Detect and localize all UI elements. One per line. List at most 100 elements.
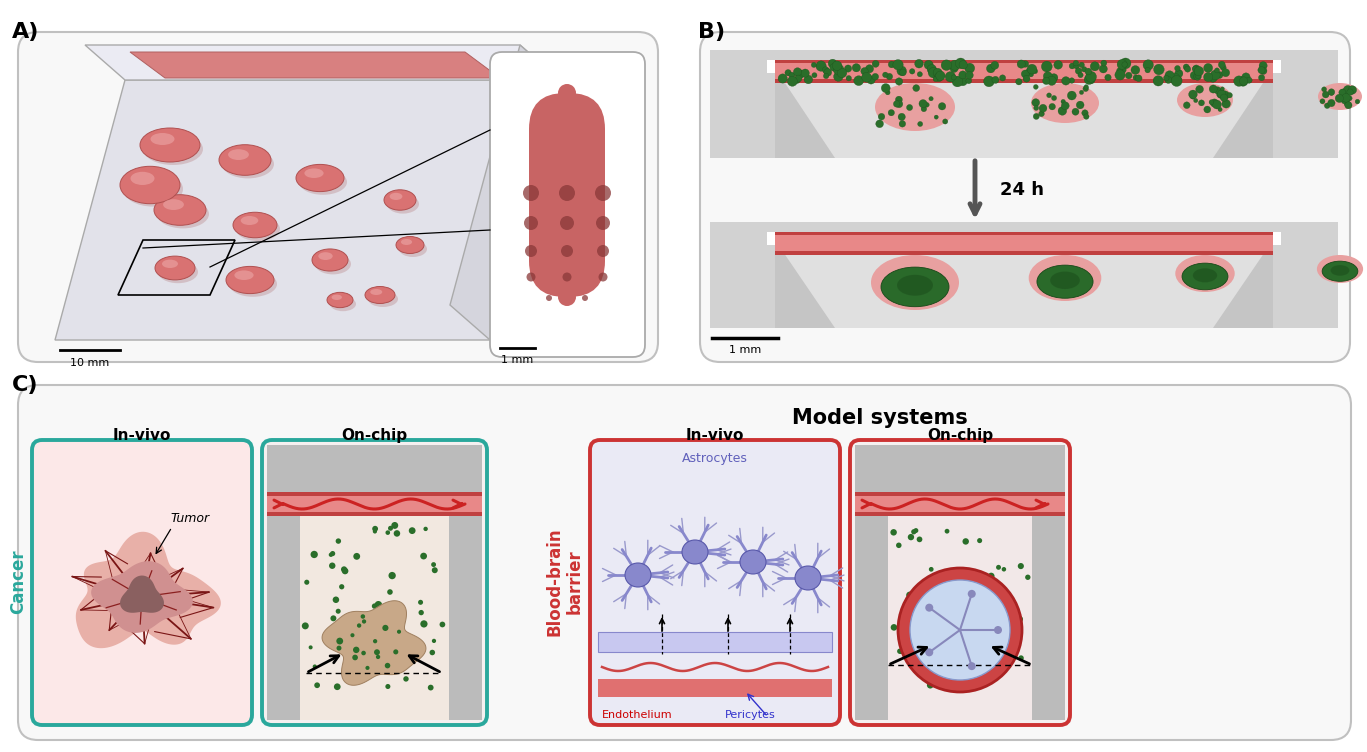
- Polygon shape: [767, 232, 775, 245]
- Circle shape: [559, 185, 576, 201]
- Ellipse shape: [312, 249, 349, 271]
- Circle shape: [823, 67, 828, 73]
- Circle shape: [1196, 86, 1203, 93]
- Circle shape: [418, 610, 424, 615]
- Circle shape: [595, 185, 611, 201]
- Circle shape: [794, 75, 802, 82]
- Circle shape: [935, 73, 943, 82]
- Circle shape: [1259, 62, 1267, 70]
- Circle shape: [934, 613, 939, 618]
- Circle shape: [1344, 86, 1352, 95]
- Circle shape: [895, 77, 902, 85]
- Polygon shape: [775, 79, 1273, 83]
- Circle shape: [1203, 72, 1213, 82]
- Circle shape: [1342, 96, 1346, 100]
- Circle shape: [968, 663, 976, 670]
- Circle shape: [1154, 76, 1163, 86]
- Circle shape: [339, 584, 344, 590]
- Circle shape: [403, 676, 409, 681]
- Circle shape: [912, 529, 916, 535]
- Ellipse shape: [399, 241, 427, 257]
- Text: Cancer: Cancer: [10, 550, 27, 614]
- Circle shape: [1076, 68, 1081, 74]
- Circle shape: [1122, 62, 1128, 67]
- Circle shape: [545, 295, 552, 301]
- Ellipse shape: [327, 293, 353, 308]
- Circle shape: [526, 272, 536, 281]
- Circle shape: [940, 596, 947, 602]
- Circle shape: [958, 71, 966, 79]
- Circle shape: [872, 74, 879, 80]
- Ellipse shape: [1182, 263, 1228, 290]
- Circle shape: [897, 648, 902, 654]
- Circle shape: [524, 216, 539, 230]
- Circle shape: [1213, 100, 1221, 109]
- Circle shape: [1240, 77, 1248, 85]
- Circle shape: [830, 64, 838, 71]
- Circle shape: [1204, 106, 1211, 113]
- Ellipse shape: [299, 169, 347, 195]
- Circle shape: [1115, 70, 1125, 80]
- Circle shape: [999, 74, 1006, 81]
- Circle shape: [1033, 84, 1038, 89]
- Circle shape: [1033, 105, 1039, 111]
- Text: 1 mm: 1 mm: [729, 345, 761, 355]
- Ellipse shape: [123, 171, 183, 207]
- Text: A): A): [12, 22, 40, 42]
- Circle shape: [909, 68, 915, 74]
- Circle shape: [351, 665, 357, 670]
- Ellipse shape: [875, 83, 956, 131]
- Circle shape: [375, 649, 380, 655]
- Circle shape: [558, 288, 576, 306]
- Text: Endothelium: Endothelium: [601, 710, 673, 720]
- Circle shape: [1014, 630, 1020, 636]
- Circle shape: [558, 84, 576, 102]
- Ellipse shape: [897, 274, 934, 296]
- Circle shape: [388, 655, 394, 661]
- Circle shape: [977, 538, 982, 543]
- Circle shape: [889, 61, 895, 68]
- Circle shape: [987, 64, 995, 73]
- Circle shape: [861, 72, 872, 82]
- Ellipse shape: [150, 133, 175, 145]
- Circle shape: [899, 69, 906, 76]
- Circle shape: [1348, 86, 1356, 94]
- Circle shape: [828, 59, 837, 68]
- Circle shape: [1215, 71, 1223, 78]
- Circle shape: [353, 647, 360, 653]
- Circle shape: [928, 567, 934, 572]
- Circle shape: [1047, 76, 1057, 86]
- Ellipse shape: [370, 289, 383, 295]
- Circle shape: [370, 647, 376, 651]
- Circle shape: [917, 71, 923, 77]
- Circle shape: [1221, 91, 1229, 99]
- Circle shape: [945, 529, 950, 534]
- Circle shape: [1325, 103, 1330, 108]
- Circle shape: [924, 667, 930, 673]
- Polygon shape: [1213, 68, 1273, 158]
- Polygon shape: [55, 80, 560, 340]
- Circle shape: [1322, 86, 1326, 92]
- Circle shape: [834, 71, 843, 81]
- Circle shape: [906, 105, 913, 111]
- Circle shape: [951, 76, 962, 86]
- Circle shape: [358, 672, 364, 678]
- Circle shape: [420, 620, 428, 627]
- Circle shape: [949, 583, 953, 587]
- Polygon shape: [709, 222, 1338, 328]
- Circle shape: [1210, 85, 1217, 93]
- Circle shape: [336, 646, 342, 650]
- Circle shape: [964, 596, 968, 601]
- Ellipse shape: [226, 266, 273, 293]
- Circle shape: [1099, 65, 1107, 73]
- Polygon shape: [75, 532, 221, 648]
- Circle shape: [906, 592, 913, 599]
- Circle shape: [1218, 89, 1226, 99]
- Polygon shape: [709, 50, 1338, 158]
- Circle shape: [1336, 94, 1344, 102]
- Circle shape: [1239, 77, 1248, 86]
- Ellipse shape: [740, 550, 766, 574]
- Circle shape: [305, 580, 309, 585]
- Circle shape: [424, 526, 428, 531]
- Circle shape: [1329, 89, 1334, 96]
